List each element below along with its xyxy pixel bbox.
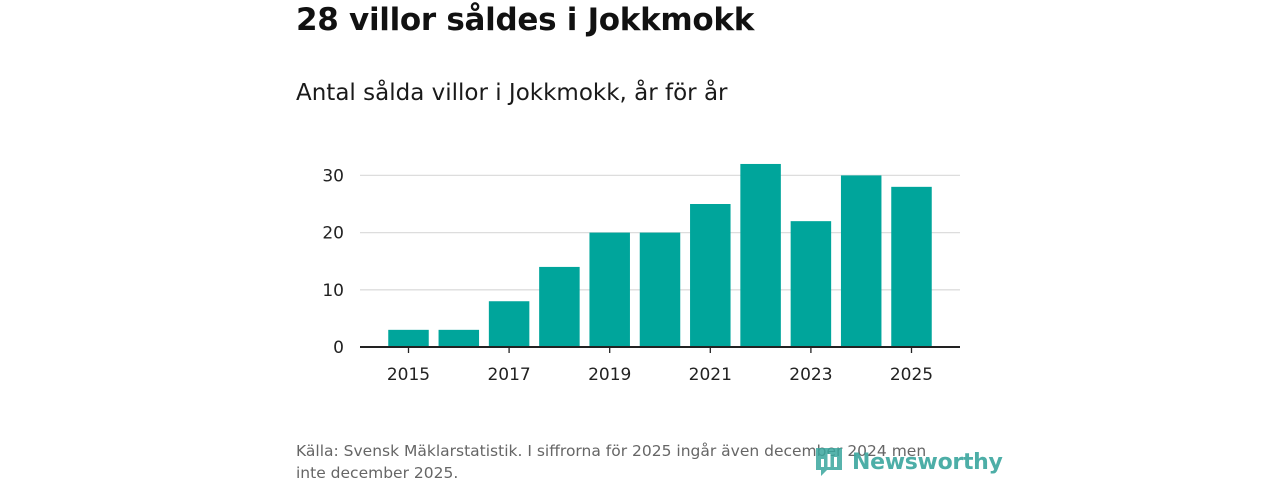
logo-text: Newsworthy [852, 449, 1003, 475]
bar-2016 [438, 329, 480, 347]
y-axis-ticks: 0 10 20 30 [322, 166, 344, 358]
bar-2022 [740, 163, 781, 347]
y-tick-label: 20 [322, 224, 344, 244]
y-tick-label: 30 [322, 166, 344, 186]
source-note: Källa: Svensk Mäklarstatistik. I siffror… [296, 442, 927, 482]
bar-2021 [690, 204, 731, 347]
bar-2025 [891, 186, 932, 347]
bars [388, 163, 932, 347]
bar-2018 [539, 266, 580, 347]
x-axis: 2015 2017 2019 2021 2023 2025 [360, 346, 960, 385]
x-tick-label: 2017 [487, 365, 530, 385]
bar-chart: 0 10 20 30 2015 2017 2019 2021 2023 2025 [322, 163, 960, 385]
y-tick-label: 0 [333, 338, 344, 358]
bar-2017 [488, 301, 530, 347]
x-tick-label: 2021 [689, 365, 732, 385]
x-tick-label: 2015 [387, 365, 430, 385]
x-tick-label: 2023 [789, 365, 832, 385]
chart-subtitle: Antal sålda villor i Jokkmokk, år för år [296, 80, 728, 106]
bar-2024 [840, 175, 882, 347]
bar-2023 [790, 221, 832, 347]
y-tick-label: 10 [322, 281, 344, 301]
bar-chart-speech-bubble-icon [816, 448, 842, 476]
bar-2015 [388, 329, 429, 347]
x-tick-label: 2019 [588, 365, 631, 385]
bar-2020 [639, 232, 681, 347]
x-tick-label: 2025 [890, 365, 933, 385]
chart-title: 28 villor såldes i Jokkmokk [296, 2, 755, 38]
bar-2019 [589, 232, 630, 347]
newsworthy-logo: Newsworthy [814, 446, 1003, 478]
